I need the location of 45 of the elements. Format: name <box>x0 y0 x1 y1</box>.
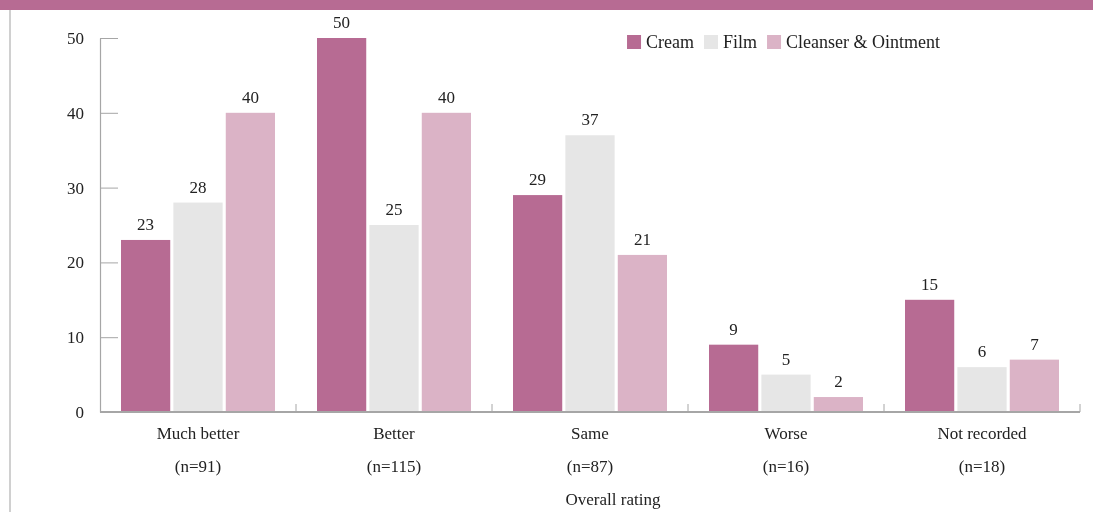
y-tick-label: 0 <box>75 402 84 422</box>
data-label: 9 <box>729 319 738 339</box>
data-label: 15 <box>921 274 939 294</box>
legend-label: Cream <box>646 32 695 53</box>
bar <box>813 397 863 412</box>
data-label: 28 <box>189 177 207 197</box>
bar <box>225 112 275 412</box>
y-tick-label: 20 <box>67 253 84 273</box>
bar <box>761 374 811 412</box>
bar <box>421 112 471 412</box>
legend-label: Film <box>723 32 758 53</box>
y-tick-label: 50 <box>67 28 84 48</box>
bar <box>317 38 367 412</box>
bar <box>565 135 615 412</box>
y-tick-label: 40 <box>67 103 84 123</box>
data-label: 5 <box>781 349 791 369</box>
data-label: 7 <box>1030 334 1040 354</box>
data-label: 21 <box>633 229 651 249</box>
bar <box>1009 359 1059 412</box>
data-label: 2 <box>834 372 843 392</box>
bar <box>369 225 419 412</box>
data-label: 37 <box>581 110 599 130</box>
bar <box>121 239 171 412</box>
bar <box>513 195 563 412</box>
data-label: 25 <box>385 200 403 219</box>
legend-label: Cleanser & Ointment <box>786 32 940 53</box>
x-tick-label: Not recorded (n=18) <box>937 424 1028 476</box>
y-tick-label: 10 <box>67 328 84 348</box>
data-label: 50 <box>333 13 351 32</box>
data-label: 6 <box>977 342 987 362</box>
x-tick-label: Better (n=115) <box>366 424 422 476</box>
bar <box>709 344 759 412</box>
bar <box>173 202 223 412</box>
bar <box>617 254 667 412</box>
data-label: 40 <box>241 87 259 107</box>
data-label: 29 <box>529 170 547 190</box>
bar <box>905 299 955 412</box>
y-tick-label: 30 <box>67 178 84 198</box>
x-tick-label: Worse (n=16) <box>762 424 810 476</box>
data-label: 23 <box>137 214 155 234</box>
x-tick-label: Much better (n=91) <box>156 424 240 476</box>
x-tick-label: Same (n=87) <box>566 424 614 476</box>
x-axis-title: Overall rating <box>565 490 661 509</box>
data-label: 40 <box>437 87 455 107</box>
bar <box>957 367 1007 412</box>
